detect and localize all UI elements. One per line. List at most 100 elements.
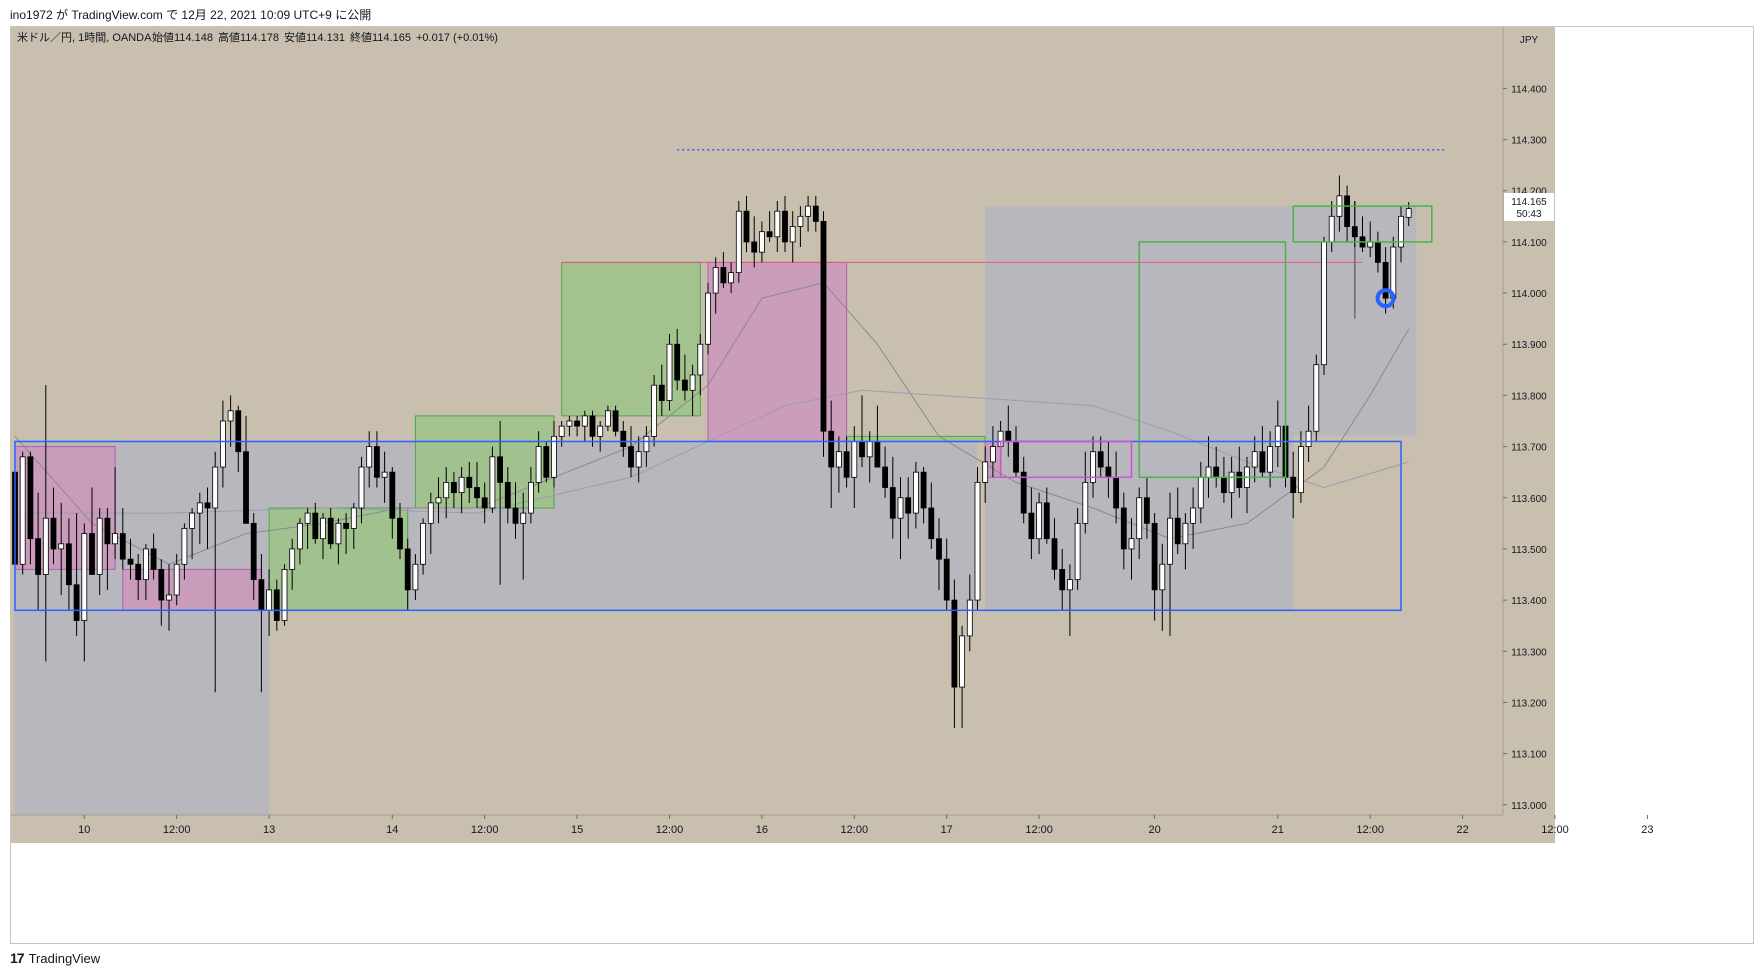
candle-body <box>751 241 758 253</box>
candle-body <box>1236 471 1243 488</box>
candle-body <box>343 522 350 529</box>
candle-body <box>1028 512 1035 540</box>
candle-body <box>1074 522 1081 581</box>
time-tick-label: 12:00 <box>1025 824 1053 836</box>
time-tick-label: 12:00 <box>656 824 684 836</box>
candle-body <box>135 563 142 581</box>
outline-box-2 <box>1138 241 1287 479</box>
publish-caption: ino1972 が TradingView.com で 12月 22, 2021… <box>10 8 372 22</box>
candle-body <box>335 522 342 545</box>
candle-body <box>373 446 380 478</box>
candle-body <box>735 210 742 274</box>
candle-body <box>866 441 873 458</box>
candle-body <box>836 451 842 468</box>
candle-body <box>289 548 296 570</box>
candle-body <box>397 517 403 550</box>
price-tick-label: 113.900 <box>1511 340 1547 351</box>
candle-body <box>905 497 912 514</box>
high-label: 高値 <box>218 30 240 44</box>
time-tick-label: 12:00 <box>163 824 191 836</box>
symbol-info: 米ドル／円, 1時間, OANDA <box>17 31 152 44</box>
candle-body <box>1267 446 1273 473</box>
candle-body <box>227 410 234 422</box>
candle-body <box>243 451 249 524</box>
candle-body <box>766 231 773 238</box>
candle-body <box>35 538 42 575</box>
high-value: 114.178 <box>240 32 279 44</box>
candle-body <box>1251 451 1258 468</box>
candle-body <box>1182 522 1189 545</box>
candle-body <box>381 471 388 478</box>
candle-body <box>127 558 134 565</box>
candle-body <box>1213 466 1220 478</box>
candle-body <box>812 205 819 222</box>
candle-body <box>1375 241 1381 263</box>
candle-body <box>597 425 604 437</box>
candle-body <box>358 466 365 509</box>
price-tick-label: 114.100 <box>1511 238 1547 249</box>
candle-body <box>789 226 796 243</box>
candle-body <box>1305 430 1312 447</box>
candle-body <box>27 456 34 540</box>
price-tick-label: 114.400 <box>1511 84 1547 95</box>
candle-body <box>628 446 634 468</box>
low-value: 114.131 <box>306 32 345 44</box>
outline-boxes-layer <box>14 205 1433 612</box>
price-chart[interactable]: 114.400 114.300 114.200 114.100 114.000 113.9… <box>11 27 1755 945</box>
candle-body <box>466 476 473 488</box>
candle-body <box>19 456 26 565</box>
candle-body <box>1113 476 1119 509</box>
candle-body <box>551 435 557 478</box>
candle-body <box>150 548 157 570</box>
chart-frame[interactable]: 114.400 114.300 114.200 114.100 114.000 113.9… <box>10 26 1754 944</box>
candle-body <box>1321 241 1327 366</box>
candle-body <box>235 410 242 453</box>
price-tick-label: 113.600 <box>1511 494 1547 505</box>
candle-body <box>566 420 573 427</box>
time-tick-label: 14 <box>386 824 398 836</box>
candle-body <box>712 267 719 294</box>
candle-body <box>759 231 765 253</box>
candle-body <box>435 497 442 504</box>
candle-body <box>1298 446 1304 494</box>
candle-body <box>1020 471 1027 514</box>
time-tick-label: 13 <box>263 824 275 836</box>
candle-body <box>1013 441 1019 473</box>
time-tick-label: 20 <box>1148 824 1160 836</box>
candle-body <box>543 446 550 478</box>
moving-average-0 <box>14 282 1410 565</box>
candle-body <box>320 517 326 540</box>
candle-body <box>1205 466 1212 478</box>
candle-body <box>250 522 257 581</box>
close-label: 終値 <box>350 30 372 44</box>
candle-body <box>982 461 989 483</box>
candle-body <box>489 456 496 509</box>
candle-body <box>443 482 450 499</box>
last-price-value: 114.165 <box>1511 197 1547 208</box>
outline-box-3 <box>1292 205 1433 243</box>
candle-body <box>281 568 288 621</box>
footer-brand[interactable]: 17 TradingView <box>10 950 100 966</box>
moving-average-1 <box>15 389 1409 514</box>
candle-body <box>1351 226 1358 238</box>
candle-body <box>1105 466 1112 478</box>
candle-body <box>897 497 904 519</box>
candle-body <box>1120 507 1127 550</box>
candle-body <box>474 487 480 499</box>
candle-body <box>705 292 711 345</box>
candle-body <box>158 568 165 601</box>
candle-body <box>1144 497 1150 524</box>
currency-label: JPY <box>1520 35 1539 46</box>
outline-box-1 <box>999 440 1133 479</box>
candle-body <box>936 538 942 560</box>
price-tick-label: 113.000 <box>1511 801 1547 812</box>
price-axis-ticks: 114.400 114.300 114.200 114.100 114.000 113.9… <box>1503 84 1547 812</box>
candle-body <box>1190 507 1196 524</box>
candle-body <box>481 497 488 509</box>
candle-body <box>720 267 727 284</box>
candle-body <box>350 507 357 529</box>
candle-body <box>512 507 519 524</box>
price-tick-label: 113.100 <box>1511 750 1547 761</box>
candle-body <box>1274 425 1281 447</box>
candle-body <box>666 343 673 401</box>
